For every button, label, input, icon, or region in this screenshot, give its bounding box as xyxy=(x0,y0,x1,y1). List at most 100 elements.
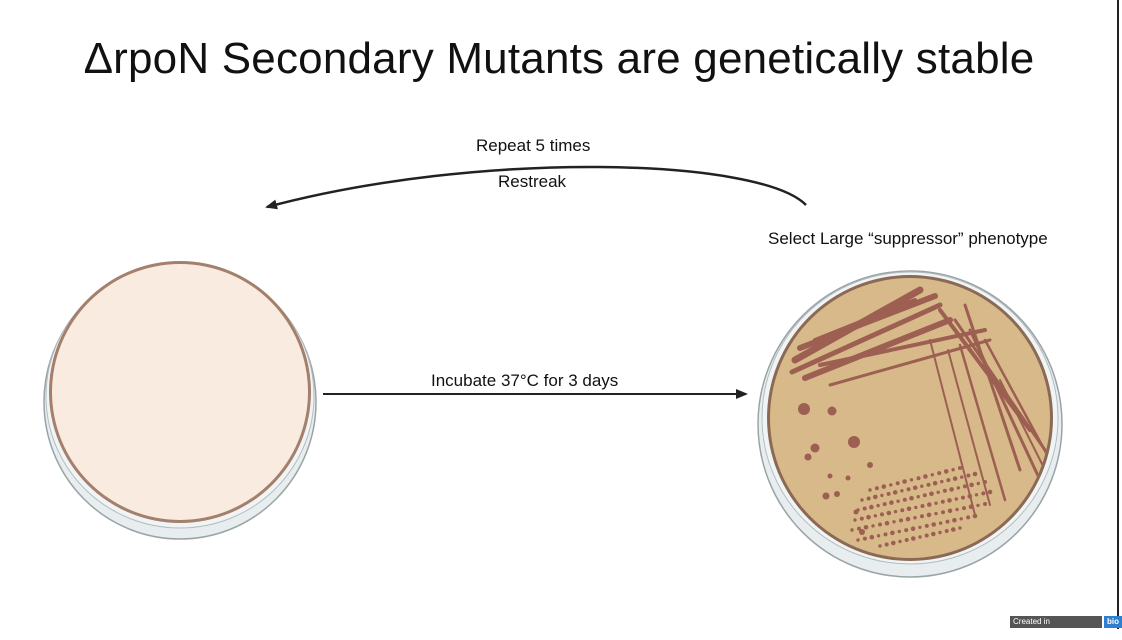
colony-dot xyxy=(878,522,882,527)
colony-dot xyxy=(942,488,947,493)
colony-dot xyxy=(943,469,949,474)
colony-dot xyxy=(976,503,980,508)
colony-dot xyxy=(911,536,916,541)
colony-dot xyxy=(850,528,854,532)
colony-dot xyxy=(920,484,924,488)
colony-dot xyxy=(860,498,864,502)
colony-dot xyxy=(944,529,949,533)
colony-dot xyxy=(916,495,920,499)
colony-dot xyxy=(880,512,884,517)
colony-dot xyxy=(951,468,955,472)
colony-dot xyxy=(853,518,857,522)
colony-dot xyxy=(966,473,971,478)
colony-dot xyxy=(913,516,917,520)
biorender-badge[interactable]: Created in BioRender.com bio xyxy=(1010,616,1122,638)
colony-dot xyxy=(904,528,909,533)
colony-dot xyxy=(954,497,958,501)
colony-dot xyxy=(905,516,911,522)
colony-dot xyxy=(868,488,872,492)
colony-dot xyxy=(960,475,964,479)
slide-border xyxy=(1117,0,1119,629)
colony-dot xyxy=(891,540,896,546)
colony-dot xyxy=(920,504,925,508)
colony-dot xyxy=(866,496,871,501)
colony-dot xyxy=(862,506,867,511)
colony-dot xyxy=(962,484,967,489)
colony-dot xyxy=(932,480,938,486)
colony-dot xyxy=(909,495,914,501)
colony-dot xyxy=(893,509,898,514)
colony-dot xyxy=(890,530,895,536)
colony-dot xyxy=(955,507,959,512)
colony-dot xyxy=(926,512,932,518)
colony-dot xyxy=(924,523,929,528)
colony-dot xyxy=(968,504,974,510)
colony-dot xyxy=(906,506,912,512)
colony-dot xyxy=(972,471,978,477)
colony-dot xyxy=(871,524,875,528)
colony-dot xyxy=(974,493,979,497)
colony-dot xyxy=(857,526,861,531)
colony-dot xyxy=(962,506,966,511)
colony-dot xyxy=(899,518,903,523)
colony-dot xyxy=(869,534,875,540)
colony-dot xyxy=(923,474,928,479)
colony-dot xyxy=(947,508,953,514)
colony-dot xyxy=(873,494,878,500)
colony-dot xyxy=(886,491,891,496)
colony-dot xyxy=(859,516,864,521)
colony-dot xyxy=(880,493,884,498)
colony-dot xyxy=(961,495,965,500)
colony-dot xyxy=(878,544,882,548)
colony-dot xyxy=(904,538,909,542)
colony-dot xyxy=(895,481,900,486)
colonies xyxy=(798,403,873,535)
colony-dot xyxy=(900,489,904,493)
colony-dot xyxy=(898,539,902,544)
select-phenotype-label: Select Large “suppressor” phenotype xyxy=(768,229,1048,248)
colony-dot xyxy=(945,519,950,524)
colony-dot xyxy=(967,493,973,499)
colony-dot xyxy=(883,532,888,537)
colony-dot xyxy=(897,529,901,534)
colony-dot xyxy=(937,471,942,476)
colony-dot xyxy=(902,479,907,484)
colony-dot xyxy=(927,502,932,507)
colony-dot xyxy=(969,482,974,488)
colony-dot xyxy=(949,487,954,492)
slide-title: ΔrpoN Secondary Mutants are genetically … xyxy=(83,34,1035,83)
restreak-curved-arrow-icon xyxy=(265,165,807,210)
colony-dot xyxy=(983,502,987,506)
colony-dot xyxy=(940,479,944,484)
colony-dot xyxy=(856,508,860,512)
colony-dot xyxy=(881,484,887,489)
colony-dot xyxy=(906,487,911,492)
colony-dot xyxy=(892,490,898,495)
colony-dot xyxy=(947,498,952,503)
colony-dot xyxy=(958,466,962,470)
colony-dot xyxy=(981,491,986,496)
colony-dot xyxy=(987,489,993,495)
colony-dot xyxy=(896,499,900,503)
colony-dot xyxy=(940,499,945,504)
incubate-label: Incubate 37°C for 3 days xyxy=(431,371,619,390)
colony-dot xyxy=(863,525,869,530)
colony-dot xyxy=(972,513,978,519)
colony-dot xyxy=(862,536,867,541)
colony-dot xyxy=(918,525,922,529)
colony-dot xyxy=(874,486,879,491)
colony-dot xyxy=(889,500,894,505)
streak-lines xyxy=(789,286,1050,516)
colony-dot xyxy=(952,517,957,523)
colony-dot xyxy=(876,534,881,538)
colony-dot xyxy=(959,517,963,521)
colony-dot xyxy=(926,482,931,487)
colony-dot xyxy=(938,530,942,535)
colony-dot xyxy=(938,521,943,525)
colony-dot xyxy=(922,493,927,498)
colony-dot xyxy=(941,510,945,515)
colony-dot xyxy=(912,485,918,491)
colony-dot xyxy=(936,490,940,494)
colony-dot xyxy=(884,520,890,526)
colony-dot xyxy=(946,478,951,483)
